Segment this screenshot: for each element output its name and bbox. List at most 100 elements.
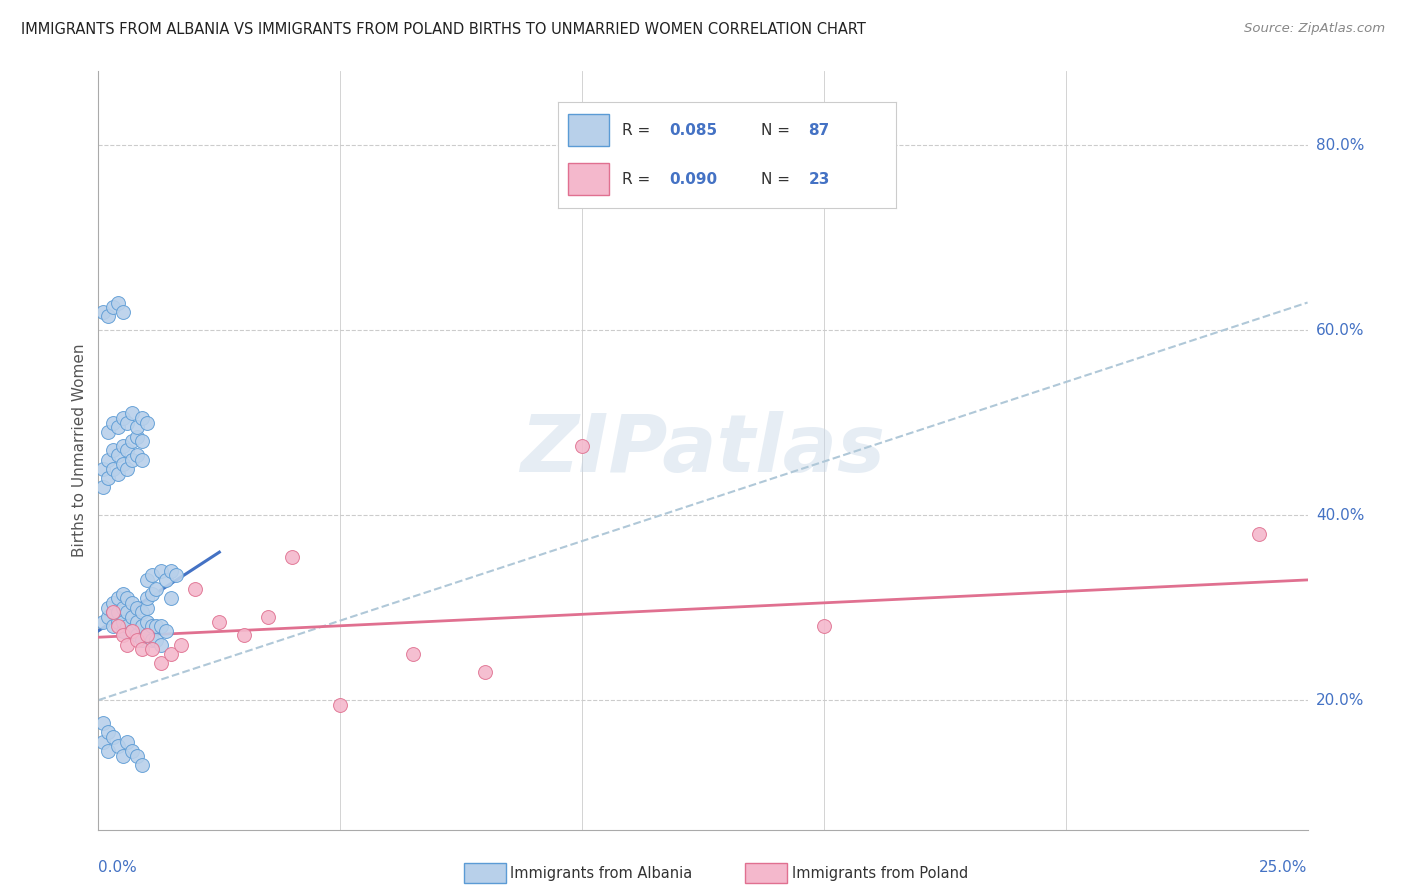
Point — [141, 633, 163, 648]
Point — [121, 407, 143, 421]
Point — [117, 735, 139, 749]
Point — [117, 605, 139, 619]
Point — [155, 624, 177, 638]
Point — [121, 744, 143, 758]
Point — [107, 615, 129, 629]
Point — [813, 619, 835, 633]
Point — [101, 300, 124, 314]
Point — [101, 596, 124, 610]
Point — [91, 462, 114, 476]
Point — [97, 610, 120, 624]
Point — [111, 439, 134, 453]
Point — [208, 615, 231, 629]
Point — [91, 716, 114, 731]
Point — [165, 568, 187, 582]
Point — [107, 420, 129, 434]
Point — [91, 480, 114, 494]
Point — [160, 591, 183, 606]
Point — [97, 744, 120, 758]
Point — [111, 615, 134, 629]
Point — [101, 462, 124, 476]
Point — [101, 605, 124, 619]
Point — [160, 647, 183, 661]
Point — [150, 619, 173, 633]
Point — [117, 416, 139, 430]
Point — [121, 452, 143, 467]
Point — [127, 615, 149, 629]
Point — [155, 573, 177, 587]
Point — [131, 452, 153, 467]
Point — [141, 568, 163, 582]
Text: 60.0%: 60.0% — [1316, 323, 1364, 338]
Point — [1249, 526, 1271, 541]
Point — [141, 619, 163, 633]
Point — [127, 429, 149, 443]
Point — [91, 615, 114, 629]
Point — [150, 564, 173, 578]
Point — [127, 628, 149, 642]
Point — [184, 582, 207, 596]
Point — [135, 600, 157, 615]
Text: 0.0%: 0.0% — [98, 860, 138, 875]
Text: 80.0%: 80.0% — [1316, 138, 1364, 153]
Point — [402, 647, 425, 661]
Point — [150, 638, 173, 652]
Point — [474, 665, 496, 680]
Point — [117, 591, 139, 606]
Point — [101, 416, 124, 430]
Point — [97, 425, 120, 439]
Point — [135, 615, 157, 629]
Point — [107, 739, 129, 754]
Text: 25.0%: 25.0% — [1260, 860, 1308, 875]
Point — [329, 698, 352, 712]
Point — [111, 587, 134, 601]
Point — [571, 439, 593, 453]
Point — [281, 549, 304, 564]
Point — [107, 605, 129, 619]
Point — [232, 628, 254, 642]
Point — [97, 725, 120, 739]
Text: IMMIGRANTS FROM ALBANIA VS IMMIGRANTS FROM POLAND BIRTHS TO UNMARRIED WOMEN CORR: IMMIGRANTS FROM ALBANIA VS IMMIGRANTS FR… — [21, 22, 866, 37]
Point — [121, 610, 143, 624]
Point — [117, 638, 139, 652]
Point — [97, 600, 120, 615]
Point — [131, 633, 153, 648]
Point — [127, 448, 149, 462]
Point — [111, 305, 134, 319]
Point — [111, 411, 134, 425]
Point — [107, 467, 129, 481]
Point — [121, 596, 143, 610]
Point — [107, 448, 129, 462]
Point — [141, 642, 163, 657]
Text: 40.0%: 40.0% — [1316, 508, 1364, 523]
Point — [135, 416, 157, 430]
Point — [131, 642, 153, 657]
Point — [131, 619, 153, 633]
Point — [107, 591, 129, 606]
Point — [101, 443, 124, 458]
Point — [111, 748, 134, 763]
Point — [131, 411, 153, 425]
Point — [101, 730, 124, 744]
Point — [101, 619, 124, 633]
Point — [121, 434, 143, 449]
Point — [127, 420, 149, 434]
Point — [131, 434, 153, 449]
Point — [145, 582, 167, 596]
Point — [150, 656, 173, 670]
Point — [97, 310, 120, 324]
Point — [121, 624, 143, 638]
Point — [111, 600, 134, 615]
Point — [91, 735, 114, 749]
Text: ZIPatlas: ZIPatlas — [520, 411, 886, 490]
Point — [127, 748, 149, 763]
Point — [117, 462, 139, 476]
Point — [135, 573, 157, 587]
Point — [107, 619, 129, 633]
Point — [97, 452, 120, 467]
Point — [111, 458, 134, 472]
Point — [160, 564, 183, 578]
Point — [145, 619, 167, 633]
Point — [107, 295, 129, 310]
Point — [127, 633, 149, 648]
